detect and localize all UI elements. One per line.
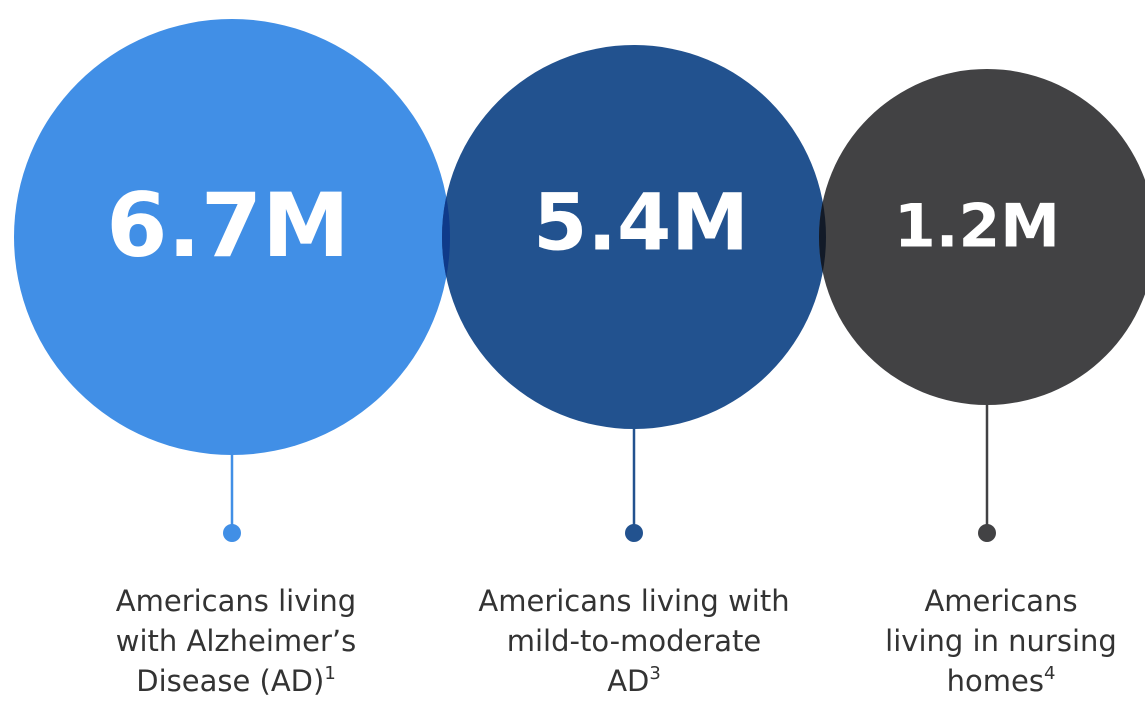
circle — [14, 19, 450, 455]
stat-value: 6.7M — [106, 174, 349, 277]
footnote-mark: 4 — [1044, 663, 1055, 684]
label-line: homes — [947, 664, 1044, 698]
footnote-mark: 3 — [649, 663, 660, 684]
stat-value: 5.4M — [533, 178, 749, 268]
label-line: living in nursing — [885, 624, 1117, 658]
dot — [978, 524, 996, 542]
circle — [442, 45, 826, 429]
dot — [223, 524, 241, 542]
label-line: Americans living with — [478, 584, 789, 618]
stat-label: Americans living in nursing homes4 — [885, 584, 1117, 698]
footnote-mark: 1 — [324, 663, 335, 684]
circle — [819, 69, 1145, 405]
label-line: mild-to-moderate — [507, 624, 762, 658]
label-line: with Alzheimer’s — [116, 624, 356, 658]
stat-label: Americans living with Alzheimer’s Disease … — [116, 584, 356, 698]
label-line: Americans — [924, 584, 1077, 618]
stat-label: Americans living with mild-to-moderate AD3 — [478, 584, 789, 698]
label-line: AD — [607, 664, 649, 698]
stat-value: 1.2M — [894, 192, 1060, 262]
label-line: Disease (AD) — [136, 664, 324, 698]
label-line: Americans living — [116, 584, 356, 618]
dot — [625, 524, 643, 542]
